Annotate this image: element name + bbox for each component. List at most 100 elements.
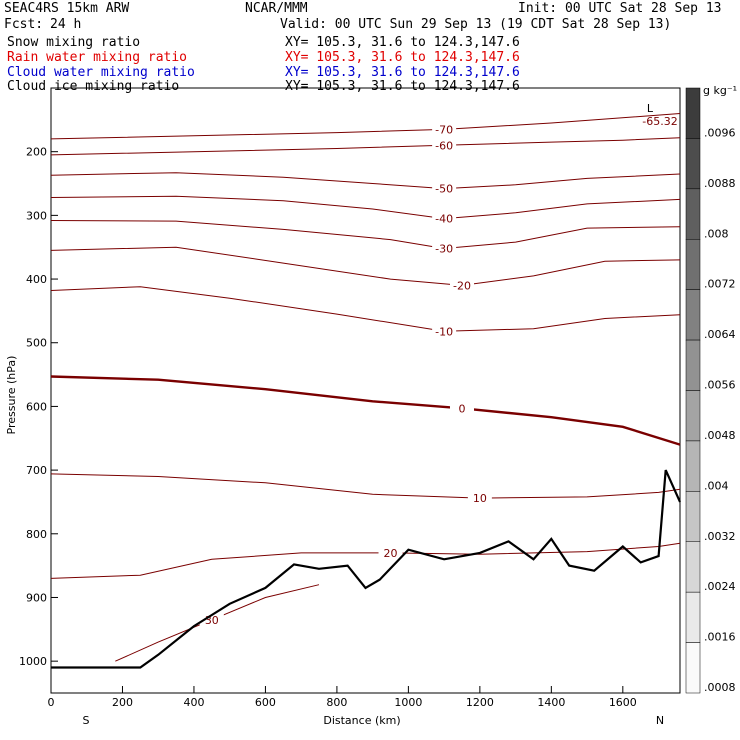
contour-label-bg [199, 613, 224, 626]
contour-label: -10 [435, 325, 453, 338]
contour-label: -70 [435, 123, 453, 136]
contour-label: -60 [435, 139, 453, 152]
y-tick-label: 700 [26, 464, 47, 477]
colorbar-unit: g kg⁻¹ [703, 84, 737, 97]
low-marker: L [647, 102, 654, 115]
contour-line [50, 473, 681, 499]
contour-line [50, 113, 681, 140]
y-axis-label: Pressure (hPa) [5, 356, 18, 435]
contour-line [50, 195, 681, 220]
colorbar-swatch [685, 440, 701, 492]
y-tick-label: 600 [26, 400, 47, 413]
x-tick-label: 1400 [537, 696, 565, 709]
colorbar-swatch [685, 541, 701, 593]
colorbar-label: .0072 [704, 278, 736, 291]
contour-label-bg [432, 139, 457, 152]
y-tick-label: 400 [26, 273, 47, 286]
colorbar-swatch [685, 390, 701, 442]
colorbar-swatch [685, 591, 701, 643]
contour-label: -30 [435, 242, 453, 255]
contour-label: 0 [458, 402, 465, 415]
contour-line [50, 220, 681, 250]
colorbar-label: .0064 [704, 328, 736, 341]
field-cloudice-xy: XY= 105.3, 31.6 to 124.3,147.6 [285, 79, 520, 94]
x-tick-label: 1000 [394, 696, 422, 709]
contour-label: 20 [384, 547, 398, 560]
contour-line [50, 137, 681, 156]
plot-frame [50, 87, 681, 694]
field-rain-label: Rain water mixing ratio [7, 50, 188, 65]
colorbar-label: .0008 [704, 681, 736, 694]
x-tick-label: 200 [112, 696, 133, 709]
colorbar-label: .0016 [704, 631, 736, 644]
valid-time: Valid: 00 UTC Sun 29 Sep 13 (19 CDT Sat … [280, 17, 672, 32]
contour-line [50, 172, 681, 190]
model-title: SEAC4RS 15km ARW [4, 1, 130, 16]
x-tick-label: 400 [183, 696, 204, 709]
axes: 0 200 400 600 800 1000 1200 1400 160020030040050… [19, 146, 637, 709]
contour-label-bg [449, 402, 474, 415]
colorbar-label: .0056 [704, 379, 736, 392]
contour-label-bg [467, 492, 492, 505]
contour-label-bg [449, 279, 474, 292]
x-end-label-left: S [83, 714, 90, 727]
contour-label-bg [432, 242, 457, 255]
x-end-label-right: N [656, 714, 664, 727]
colorbar-swatch [685, 289, 701, 341]
y-tick-label: 500 [26, 337, 47, 350]
contour-line [50, 286, 681, 332]
field-cloudwater-label: Cloud water mixing ratio [7, 65, 195, 80]
colorbar-swatch [685, 339, 701, 391]
field-snow-label: Snow mixing ratio [7, 35, 141, 50]
colorbar: .0096 .0088 .008 .0072 .0064 .0056 .0048 .004 .0… [685, 87, 736, 694]
contour-line [50, 246, 681, 286]
colorbar-swatch [685, 239, 701, 290]
contour-label-bg [432, 123, 457, 136]
colorbar-label: .0032 [704, 530, 736, 543]
colorbar-swatch [685, 188, 701, 240]
colorbar-label: .0088 [704, 177, 736, 190]
y-tick-label: 200 [26, 146, 47, 159]
forecast-hours: 24 h [50, 17, 82, 32]
terrain-line [51, 469, 682, 669]
contour-label-bg [378, 546, 403, 559]
x-axis-label: Distance (km) [323, 714, 400, 727]
terrain-layer [51, 469, 682, 669]
forecast-label: Fcst: [4, 17, 44, 32]
init-time: Init: 00 UTC Sat 28 Sep 13 [518, 1, 722, 16]
y-tick-label: 900 [26, 591, 47, 604]
contour-label: -50 [435, 183, 453, 196]
colorbar-label: .004 [704, 479, 729, 492]
low-value: -65.32 [642, 115, 677, 128]
y-tick-label: 1000 [19, 655, 47, 668]
contour-label-bg [432, 182, 457, 195]
colorbar-swatch [685, 642, 701, 694]
contour-line [50, 542, 681, 579]
field-cloudwater-xy: XY= 105.3, 31.6 to 124.3,147.6 [285, 65, 520, 80]
x-tick-label: 1200 [466, 696, 494, 709]
y-tick-label: 800 [26, 528, 47, 541]
temperature-contours [50, 113, 681, 662]
contour-label: -20 [453, 279, 471, 292]
contour-line [50, 375, 681, 446]
contour-label-bg [432, 212, 457, 225]
x-tick-label: 1600 [609, 696, 637, 709]
field-snow-xy: XY= 105.3, 31.6 to 124.3,147.6 [285, 35, 520, 50]
colorbar-swatch [685, 87, 701, 139]
y-tick-label: 300 [26, 209, 47, 222]
organization-label: NCAR/MMM [245, 1, 308, 16]
field-rain-xy: XY= 105.3, 31.6 to 124.3,147.6 [285, 50, 520, 65]
colorbar-label: .0096 [704, 126, 736, 139]
contour-label-bg [432, 325, 457, 338]
field-cloudice-label: Cloud ice mixing ratio [7, 79, 180, 94]
colorbar-label: .0048 [704, 429, 736, 442]
x-tick-label: 800 [326, 696, 347, 709]
colorbar-label: .008 [704, 227, 729, 240]
colorbar-swatch [685, 491, 701, 543]
x-tick-label: 0 [48, 696, 55, 709]
colorbar-label: .0024 [704, 580, 736, 593]
contour-label: -40 [435, 213, 453, 226]
contour-label: 10 [473, 492, 487, 505]
x-tick-label: 600 [255, 696, 276, 709]
